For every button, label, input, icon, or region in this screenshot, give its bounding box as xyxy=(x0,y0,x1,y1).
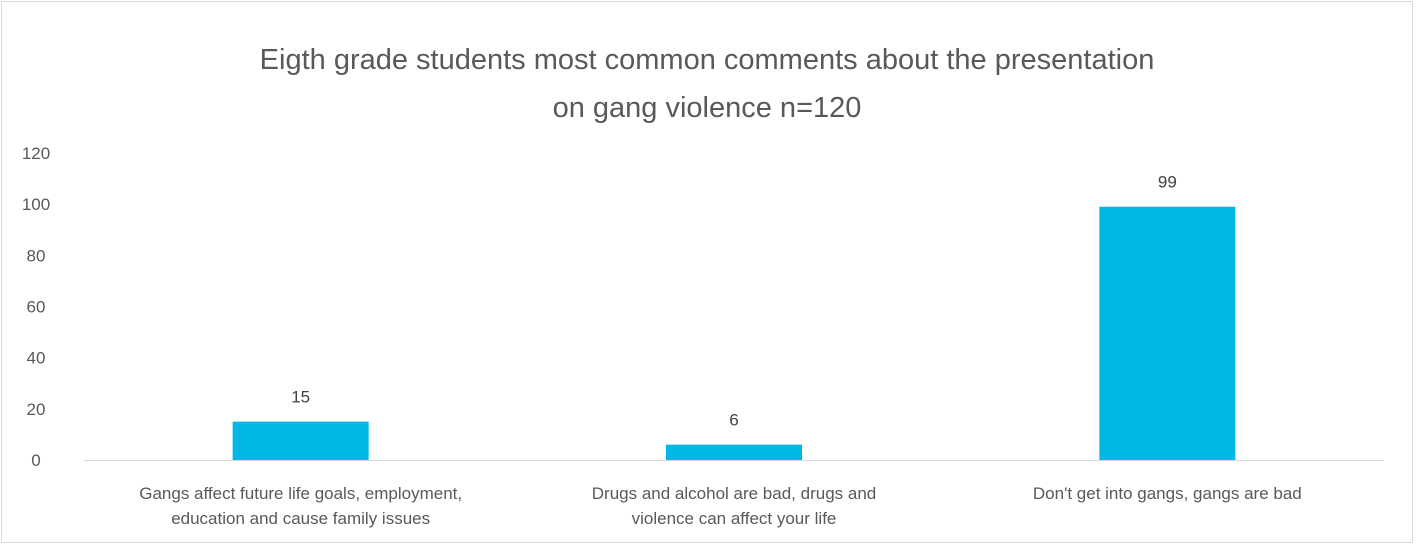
category-label: education and cause family issues xyxy=(171,509,430,528)
category-label: Drugs and alcohol are bad, drugs and xyxy=(592,484,876,503)
data-label: 15 xyxy=(291,388,310,407)
y-tick-label: 80 xyxy=(27,246,46,265)
category-label: violence can affect your life xyxy=(632,509,837,528)
data-label: 99 xyxy=(1158,173,1177,192)
y-tick-label: 60 xyxy=(27,298,46,317)
y-tick-label: 100 xyxy=(22,195,50,214)
y-tick-label: 40 xyxy=(27,349,46,368)
bar xyxy=(1099,206,1236,460)
chart-title: Eigth grade students most common comment… xyxy=(2,36,1412,132)
bar xyxy=(666,444,802,460)
chart-title-line-2: on gang violence n=120 xyxy=(552,92,862,124)
category-label: Don't get into gangs, gangs are bad xyxy=(1033,484,1302,503)
y-tick-label: 120 xyxy=(22,144,50,163)
bar xyxy=(232,421,369,460)
category-label: Gangs affect future life goals, employme… xyxy=(139,484,462,503)
y-tick-label: 20 xyxy=(27,400,46,419)
y-tick-label: 0 xyxy=(31,451,40,470)
chart-title-line-1: Eigth grade students most common comment… xyxy=(259,44,1155,76)
data-label: 6 xyxy=(729,411,738,430)
